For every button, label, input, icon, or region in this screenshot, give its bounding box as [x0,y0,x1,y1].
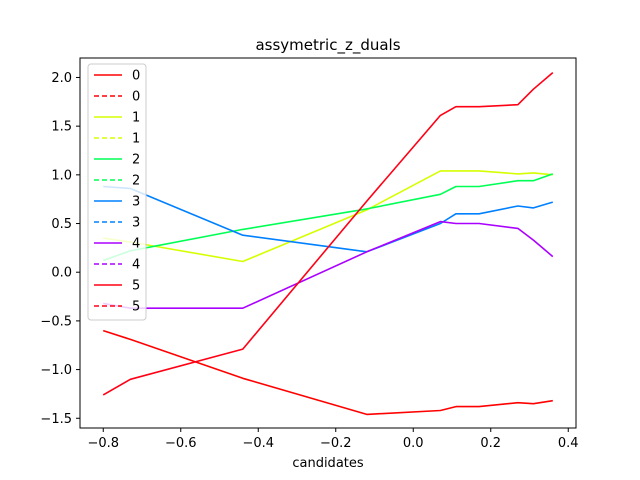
series-layer [102,71,554,416]
series-line-2 [102,173,554,262]
legend-label: 2 [132,174,140,189]
x-axis-label: candidates [292,456,364,471]
y-tick-label: −0.5 [40,314,72,329]
legend-label: 2 [132,153,140,168]
x-tick-label: −0.2 [320,436,352,451]
legend-label: 0 [132,90,140,105]
x-axis: −0.8 −0.6 −0.4 −0.2 0.0 0.2 0.4 [87,428,579,451]
legend-label: 1 [132,132,140,147]
legend: 0 0 1 1 2 2 3 3 4 4 5 5 [87,63,147,321]
series-line-5 [102,71,554,396]
x-tick-label: 0.4 [558,436,579,451]
series-line-3 [103,185,554,253]
legend-label: 0 [132,69,140,84]
legend-label: 4 [132,258,140,273]
y-tick-label: 2.0 [51,71,72,86]
legend-label: 3 [132,216,140,231]
y-tick-label: 0.0 [51,266,72,281]
series-line-1 [103,170,553,263]
y-tick-label: 1.0 [51,168,72,183]
legend-label: 3 [132,195,140,210]
legend-label: 5 [132,300,140,315]
y-tick-label: 0.5 [51,217,72,232]
legend-label: 1 [132,111,140,126]
y-tick-label: 1.5 [51,120,72,135]
x-tick-label: −0.8 [87,436,119,451]
x-tick-label: −0.6 [165,436,197,451]
plot-frame [79,57,577,429]
y-tick-label: −1.0 [40,363,72,378]
legend-label: 4 [132,237,140,252]
chart-title: assymetric_z_duals [255,36,400,55]
series-line-0 [102,329,553,416]
x-tick-label: 0.0 [403,436,424,451]
x-tick-label: −0.4 [242,436,274,451]
y-axis: −1.5 −1.0 −0.5 0.0 0.5 1.0 1.5 2.0 [40,71,80,427]
plot-area [79,57,577,429]
legend-label: 5 [132,279,140,294]
series-line-4 [103,220,554,310]
legend-box [87,63,147,321]
y-tick-label: −1.5 [40,412,72,427]
x-tick-label: 0.2 [480,436,501,451]
